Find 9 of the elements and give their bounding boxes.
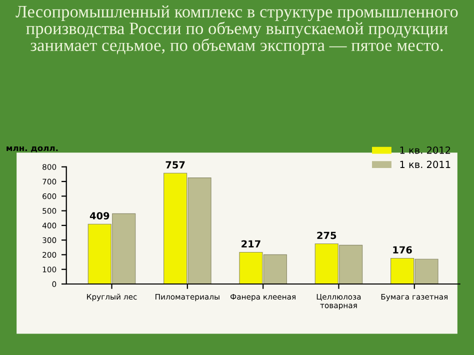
y-axis-title: млн. долл. (6, 146, 58, 152)
chart-title: Лесопромышленный комплекс в структуре промышленного производства России по объему выпускаемой продукции занимает седьмое, по объемам экспорта — пятое место. (16, 5, 458, 55)
data-label: 275 (317, 232, 336, 240)
legend-label: 1 кв. 2011 (400, 160, 450, 168)
legend-label: 1 кв. 2012 (400, 146, 450, 154)
data-label: 409 (90, 212, 110, 220)
data-label: 176 (393, 246, 412, 254)
data-label: 757 (166, 161, 185, 168)
data-label: 217 (242, 240, 260, 248)
